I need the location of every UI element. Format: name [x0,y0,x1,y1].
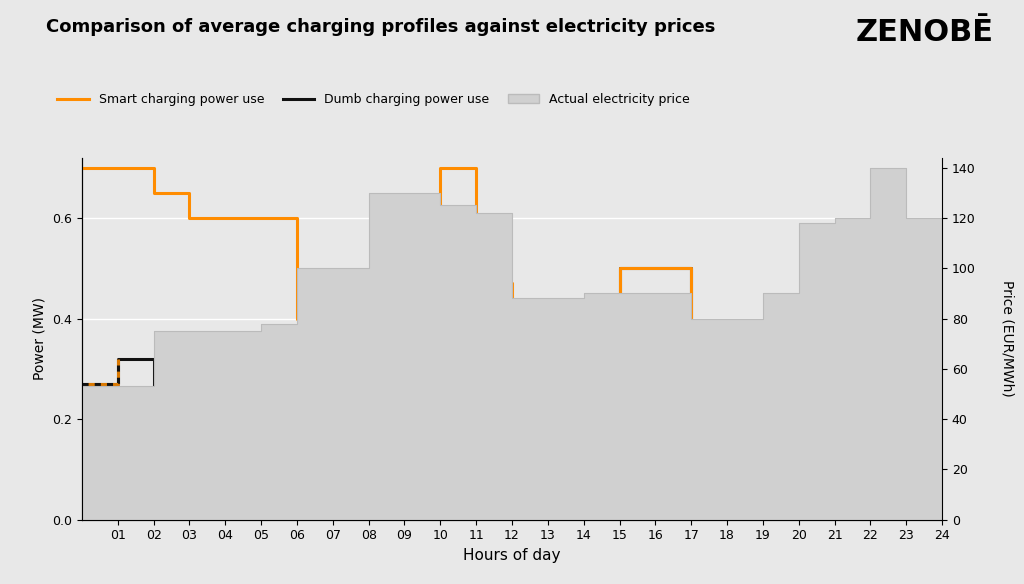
Text: Comparison of average charging profiles against electricity prices: Comparison of average charging profiles … [46,18,716,36]
Y-axis label: Power (MW): Power (MW) [33,297,47,380]
Legend: Smart charging power use, Dumb charging power use, Actual electricity price: Smart charging power use, Dumb charging … [52,88,695,111]
X-axis label: Hours of day: Hours of day [463,548,561,563]
Text: ZENOBĒ: ZENOBĒ [855,18,993,47]
Y-axis label: Price (EUR/MWh): Price (EUR/MWh) [1000,280,1015,397]
